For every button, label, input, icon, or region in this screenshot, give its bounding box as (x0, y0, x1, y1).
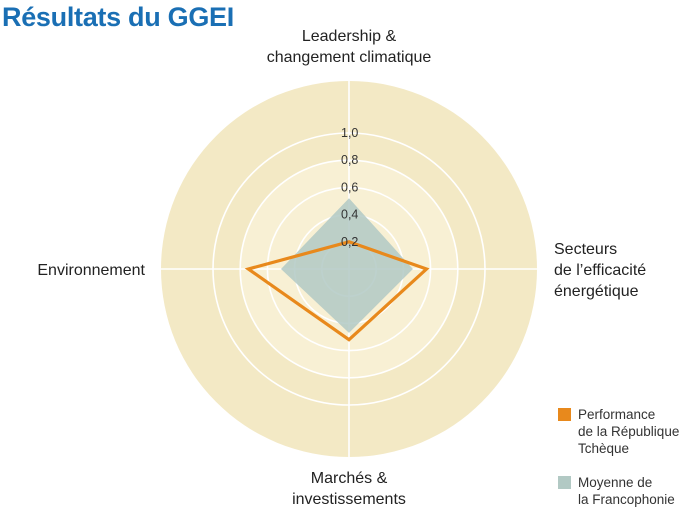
tick-label-3: 0,6 (341, 180, 358, 194)
legend-label-czech: Performance de la République Tchèque (578, 407, 680, 456)
legend-label-francophonie: Moyenne de la Francophonie (578, 475, 675, 507)
legend-swatch-czech (558, 408, 571, 421)
legend-swatch-francophonie (558, 476, 571, 489)
axis-label-marches: Marchés & investissements (292, 470, 406, 508)
tick-label-1: 0,2 (341, 235, 358, 249)
radar-series (244, 198, 430, 342)
series-czech-outline (244, 240, 430, 342)
chart-title: Résultats du GGEI (2, 2, 234, 32)
tick-label-4: 0,8 (341, 153, 358, 167)
radar-tick-labels: 0,2 0,4 0,6 0,8 1,0 (341, 126, 358, 249)
tick-label-5: 1,0 (341, 126, 358, 140)
radar-axis-labels: Leadership & changement climatique Secteur… (37, 28, 646, 508)
tick-label-2: 0,4 (341, 208, 358, 222)
axis-label-efficacite: Secteurs de l’efficacité énergétique (554, 241, 646, 300)
axis-label-environnement: Environnement (37, 262, 145, 279)
axis-label-leadership: Leadership & changement climatique (267, 28, 432, 66)
series-francophonie-area (281, 198, 413, 333)
